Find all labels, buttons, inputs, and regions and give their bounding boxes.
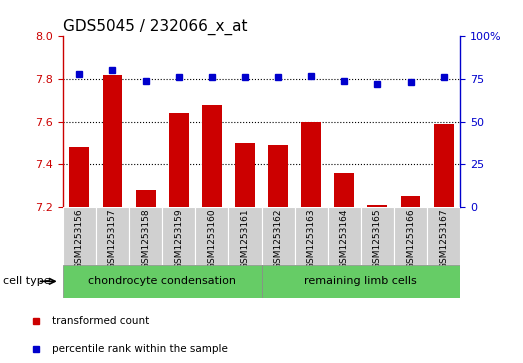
Text: GSM1253160: GSM1253160 bbox=[207, 209, 217, 269]
Text: GSM1253156: GSM1253156 bbox=[75, 209, 84, 269]
Bar bbox=[70, 147, 89, 207]
Bar bbox=[103, 75, 122, 207]
Text: GSM1253162: GSM1253162 bbox=[274, 209, 282, 269]
Bar bbox=[96, 207, 129, 265]
Bar bbox=[394, 207, 427, 265]
Text: cell type: cell type bbox=[3, 276, 50, 286]
Bar bbox=[63, 207, 96, 265]
Text: percentile rank within the sample: percentile rank within the sample bbox=[52, 344, 228, 354]
Bar bbox=[334, 173, 354, 207]
Bar bbox=[202, 105, 222, 207]
Text: GSM1253159: GSM1253159 bbox=[174, 209, 183, 269]
Text: chondrocyte condensation: chondrocyte condensation bbox=[88, 276, 236, 286]
Text: GDS5045 / 232066_x_at: GDS5045 / 232066_x_at bbox=[63, 19, 247, 35]
Bar bbox=[169, 113, 189, 207]
Bar bbox=[129, 207, 162, 265]
Bar bbox=[427, 207, 460, 265]
Text: GSM1253163: GSM1253163 bbox=[306, 209, 316, 269]
Bar bbox=[195, 207, 229, 265]
Bar bbox=[301, 122, 321, 207]
Text: GSM1253165: GSM1253165 bbox=[373, 209, 382, 269]
Text: GSM1253166: GSM1253166 bbox=[406, 209, 415, 269]
Bar bbox=[262, 207, 294, 265]
Bar bbox=[235, 143, 255, 207]
Bar bbox=[229, 207, 262, 265]
Bar bbox=[262, 265, 460, 298]
Text: GSM1253164: GSM1253164 bbox=[340, 209, 349, 269]
Text: remaining limb cells: remaining limb cells bbox=[304, 276, 417, 286]
Bar bbox=[328, 207, 361, 265]
Bar bbox=[368, 205, 388, 207]
Text: GSM1253158: GSM1253158 bbox=[141, 209, 150, 269]
Text: transformed count: transformed count bbox=[52, 316, 149, 326]
Text: GSM1253161: GSM1253161 bbox=[241, 209, 249, 269]
Bar bbox=[361, 207, 394, 265]
Bar bbox=[162, 207, 195, 265]
Text: GSM1253157: GSM1253157 bbox=[108, 209, 117, 269]
Bar bbox=[63, 265, 262, 298]
Bar bbox=[434, 124, 453, 207]
Bar bbox=[401, 196, 420, 207]
Bar bbox=[268, 145, 288, 207]
Bar bbox=[294, 207, 328, 265]
Text: GSM1253167: GSM1253167 bbox=[439, 209, 448, 269]
Bar bbox=[135, 190, 155, 207]
